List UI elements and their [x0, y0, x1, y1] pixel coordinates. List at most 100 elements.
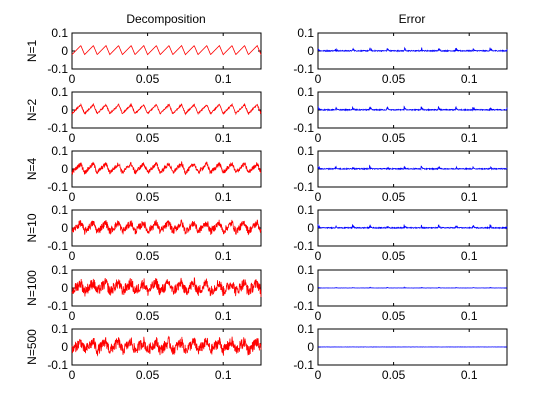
y-tick-label: -0.1 — [47, 180, 68, 194]
y-tick-label: 0.1 — [297, 322, 314, 336]
error-line — [317, 46, 508, 53]
subplot-r1-c1: 0 0.05 0.10.10-0.1 — [293, 85, 508, 145]
y-tick-label: 0.1 — [297, 144, 314, 158]
y-tick-label: 0.1 — [297, 203, 314, 217]
y-tick-label: 0 — [61, 221, 68, 235]
decomposition-line — [71, 102, 262, 116]
x-tick-label: 0.1 — [215, 131, 232, 145]
y-tick-label: 0.1 — [51, 85, 68, 99]
x-tick-label: 0 — [69, 249, 76, 263]
error-line — [317, 105, 508, 112]
x-tick-label: 0.05 — [136, 249, 160, 263]
x-tick-label: 0.05 — [136, 131, 160, 145]
y-tick-label: 0 — [61, 281, 68, 295]
subplot-r2-c0: 0 0.05 0.10.10-0.1N=4 — [25, 144, 262, 204]
x-tick-label: 0 — [315, 309, 322, 323]
x-tick-label: 0 — [69, 72, 76, 86]
y-tick-label: 0 — [307, 103, 314, 117]
x-tick-label: 0.05 — [136, 368, 160, 382]
y-tick-label: 0 — [307, 162, 314, 176]
y-tick-label: 0.1 — [297, 263, 314, 277]
x-tick-label: 0 — [315, 131, 322, 145]
y-tick-label: -0.1 — [293, 358, 314, 372]
subplot-grid: 0 0.05 0.10.10-0.1N=10 0.05 0.10.10-0.10 0.05… — [25, 26, 508, 382]
decomposition-line — [71, 44, 262, 56]
error-line — [317, 164, 508, 171]
column-title-decomposition: Decomposition — [126, 12, 205, 26]
x-tick-label: 0 — [315, 368, 322, 382]
decomposition-line — [71, 335, 262, 357]
axes-box — [71, 32, 262, 70]
y-tick-label: 0.1 — [51, 322, 68, 336]
row-label: N=500 — [25, 329, 39, 365]
y-tick-label: -0.1 — [293, 62, 314, 76]
x-tick-label: 0.1 — [461, 131, 478, 145]
y-tick-label: 0.1 — [297, 85, 314, 99]
y-tick-label: -0.1 — [47, 239, 68, 253]
row-label: N=100 — [25, 270, 39, 306]
subplot-r0-c1: 0 0.05 0.10.10-0.1 — [293, 26, 508, 86]
row-label: N=10 — [25, 213, 39, 242]
y-tick-label: -0.1 — [47, 62, 68, 76]
decomposition-line — [71, 161, 262, 175]
decomposition-line — [71, 277, 262, 297]
x-tick-label: 0 — [69, 190, 76, 204]
x-tick-label: 0.1 — [215, 249, 232, 263]
x-tick-label: 0.1 — [215, 190, 232, 204]
y-tick-label: 0 — [61, 44, 68, 58]
y-tick-label: 0.1 — [51, 263, 68, 277]
x-tick-label: 0.05 — [382, 249, 406, 263]
subplot-r0-c0: 0 0.05 0.10.10-0.1N=1 — [25, 26, 262, 86]
y-tick-label: 0 — [307, 281, 314, 295]
y-tick-label: 0 — [61, 162, 68, 176]
x-tick-label: 0.1 — [461, 309, 478, 323]
x-tick-label: 0.05 — [382, 368, 406, 382]
x-tick-label: 0.1 — [215, 309, 232, 323]
decomposition-line — [71, 219, 262, 236]
y-tick-label: 0 — [307, 44, 314, 58]
row-label: N=4 — [25, 158, 39, 181]
x-tick-label: 0.1 — [461, 368, 478, 382]
x-tick-label: 0 — [315, 249, 322, 263]
error-line — [317, 223, 508, 230]
subplot-r3-c1: 0 0.05 0.10.10-0.1 — [293, 203, 508, 263]
x-tick-label: 0 — [69, 368, 76, 382]
x-tick-label: 0.05 — [136, 72, 160, 86]
error-line — [317, 286, 508, 289]
column-title-error: Error — [399, 12, 426, 26]
y-tick-label: 0.1 — [51, 203, 68, 217]
subplot-r4-c0: 0 0.05 0.10.10-0.1N=100 — [25, 263, 262, 323]
row-label: N=1 — [25, 40, 39, 63]
x-tick-label: 0.1 — [461, 190, 478, 204]
x-tick-label: 0.05 — [382, 190, 406, 204]
y-tick-label: -0.1 — [293, 299, 314, 313]
x-tick-label: 0.1 — [461, 72, 478, 86]
y-tick-label: 0 — [307, 340, 314, 354]
x-tick-label: 0.05 — [136, 190, 160, 204]
subplot-r2-c1: 0 0.05 0.10.10-0.1 — [293, 144, 508, 204]
y-tick-label: 0.1 — [51, 26, 68, 40]
x-tick-label: 0.05 — [382, 309, 406, 323]
y-tick-label: -0.1 — [47, 358, 68, 372]
subplot-r3-c0: 0 0.05 0.10.10-0.1N=10 — [25, 203, 262, 263]
y-tick-label: 0 — [61, 103, 68, 117]
x-tick-label: 0.1 — [461, 249, 478, 263]
x-tick-label: 0 — [315, 190, 322, 204]
y-tick-label: -0.1 — [293, 239, 314, 253]
subplot-r1-c0: 0 0.05 0.10.10-0.1N=2 — [25, 85, 262, 145]
subplot-r5-c1: 0 0.05 0.10.10-0.1 — [293, 322, 508, 382]
y-tick-label: 0.1 — [51, 144, 68, 158]
y-tick-label: -0.1 — [293, 121, 314, 135]
row-label: N=2 — [25, 99, 39, 122]
x-tick-label: 0 — [69, 131, 76, 145]
x-tick-label: 0.05 — [382, 72, 406, 86]
y-tick-label: -0.1 — [47, 299, 68, 313]
x-tick-label: 0.1 — [215, 72, 232, 86]
x-tick-label: 0 — [315, 72, 322, 86]
x-tick-label: 0.1 — [215, 368, 232, 382]
y-tick-label: -0.1 — [293, 180, 314, 194]
x-tick-label: 0.05 — [382, 131, 406, 145]
y-tick-label: 0.1 — [297, 26, 314, 40]
subplot-r4-c1: 0 0.05 0.10.10-0.1 — [293, 263, 508, 323]
